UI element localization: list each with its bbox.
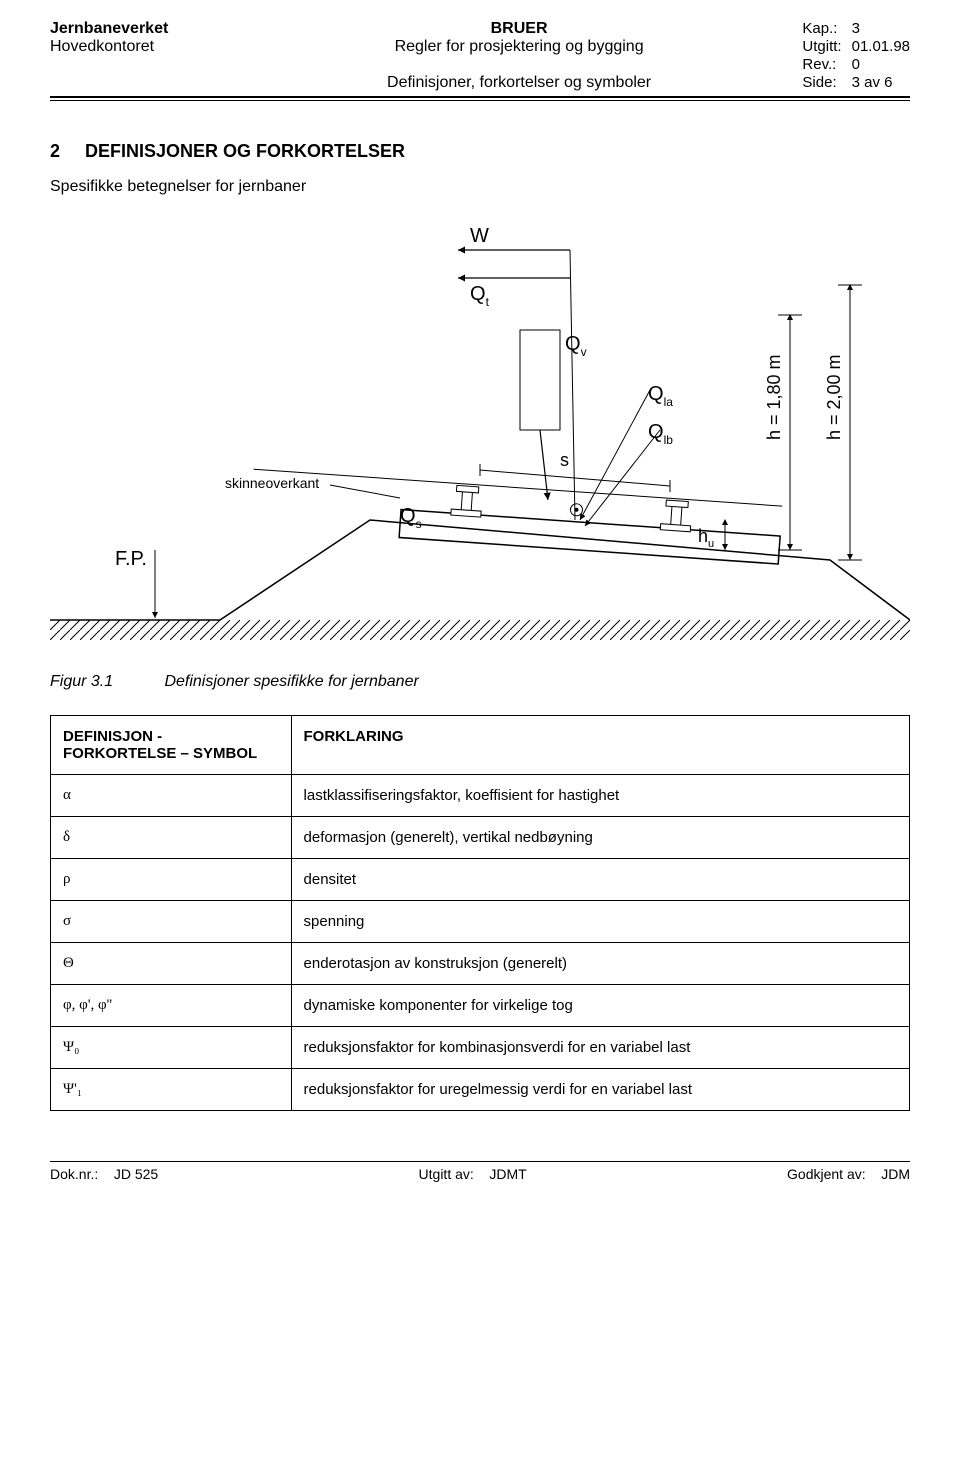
table-row: φ, φ', φ'' dynamiske komponenter for vir… [51, 985, 910, 1027]
label-h180: h = 1,80 m [764, 354, 784, 440]
symbol-cell: Ψ'₁ [51, 1069, 292, 1111]
label-qv: Qv [565, 333, 587, 359]
explain-cell: densitet [291, 859, 909, 901]
section-title: DEFINISJONER OG FORKORTELSER [85, 141, 405, 161]
symbol-cell: Ψ₀ [51, 1027, 292, 1069]
title-line1: BRUER [311, 20, 728, 38]
side-label: Side: [802, 74, 841, 92]
symbol-cell: ρ [51, 859, 292, 901]
godkjentav-value: JDM [881, 1166, 910, 1182]
table-row: Ψ₀ reduksjonsfaktor for kombinasjonsverd… [51, 1027, 910, 1069]
doknr-value: JD 525 [114, 1166, 158, 1182]
symbol-cell: α [51, 775, 292, 817]
figure-caption-text: Definisjoner spesifikke for jernbaner [164, 673, 418, 690]
label-s: s [560, 450, 569, 470]
label-fp: F.P. [115, 548, 147, 570]
explain-cell: enderotasjon av konstruksjon (generelt) [291, 943, 909, 985]
figure-caption-label: Figur 3.1 [50, 673, 160, 691]
label-qs: Qs [400, 505, 422, 531]
figure-caption: Figur 3.1 Definisjoner spesifikke for je… [50, 673, 910, 691]
symbol-cell: δ [51, 817, 292, 859]
page-footer: Dok.nr.: JD 525 Utgitt av: JDMT Godkjent… [50, 1162, 910, 1182]
label-skinneoverkant: skinneoverkant [225, 475, 319, 491]
diagram-svg: skinneoverkant F.P. W Qt Qv s Qla [50, 220, 910, 640]
page-header: Jernbaneverket Hovedkontoret BRUER Regle… [50, 20, 910, 92]
table-row: α lastklassifiseringsfaktor, koeffisient… [51, 775, 910, 817]
label-qlb: Qlb [648, 421, 673, 447]
symbol-cell: Θ [51, 943, 292, 985]
figure-diagram: skinneoverkant F.P. W Qt Qv s Qla [50, 220, 910, 645]
label-hu: hu [698, 526, 714, 550]
header-rule-thin [50, 100, 910, 101]
utgitt-label: Utgitt: [802, 38, 841, 56]
rev-label: Rev.: [802, 56, 841, 74]
title-line2: Regler for prosjektering og bygging [311, 38, 728, 56]
utgittav-label: Utgitt av: [419, 1166, 474, 1182]
table-row: ρ densitet [51, 859, 910, 901]
org-line1: Jernbaneverket [50, 20, 311, 38]
definition-table: DEFINISJON - FORKORTELSE – SYMBOL FORKLA… [50, 715, 910, 1111]
org-line2: Hovedkontoret [50, 38, 311, 56]
header-rule-thick [50, 96, 910, 98]
label-qla: Qla [648, 383, 673, 409]
explain-cell: reduksjonsfaktor for kombinasjonsverdi f… [291, 1027, 909, 1069]
explain-cell: spenning [291, 901, 909, 943]
explain-cell: lastklassifiseringsfaktor, koeffisient f… [291, 775, 909, 817]
side-value: 3 av 6 [852, 74, 910, 92]
doknr-label: Dok.nr.: [50, 1166, 98, 1182]
explain-cell: deformasjon (generelt), vertikal nedbøyn… [291, 817, 909, 859]
section-heading: 2 DEFINISJONER OG FORKORTELSER [50, 141, 910, 162]
symbol-cell: φ, φ', φ'' [51, 985, 292, 1027]
explain-cell: dynamiske komponenter for virkelige tog [291, 985, 909, 1027]
label-qt: Qt [470, 283, 490, 309]
symbol-cell: σ [51, 901, 292, 943]
label-h200: h = 2,00 m [824, 354, 844, 440]
title-line3: Definisjoner, forkortelser og symboler [311, 74, 728, 92]
table-header-right: FORKLARING [291, 716, 909, 775]
table-row: σ spenning [51, 901, 910, 943]
explain-cell: reduksjonsfaktor for uregelmessig verdi … [291, 1069, 909, 1111]
section-intro: Spesifikke betegnelser for jernbaner [50, 178, 910, 196]
rev-value: 0 [852, 56, 910, 74]
label-w: W [470, 225, 489, 247]
godkjentav-label: Godkjent av: [787, 1166, 866, 1182]
utgittav-value: JDMT [489, 1166, 526, 1182]
table-row: δ deformasjon (generelt), vertikal nedbø… [51, 817, 910, 859]
table-row: Θ enderotasjon av konstruksjon (generelt… [51, 943, 910, 985]
header-meta: Kap.: 3 Utgitt: 01.01.98 Rev.: 0 Side: 3… [728, 20, 910, 92]
section-number: 2 [50, 141, 80, 162]
kap-label: Kap.: [802, 20, 841, 38]
table-header-left: DEFINISJON - FORKORTELSE – SYMBOL [51, 716, 292, 775]
utgitt-value: 01.01.98 [852, 38, 910, 56]
kap-value: 3 [852, 20, 910, 38]
table-row: Ψ'₁ reduksjonsfaktor for uregelmessig ve… [51, 1069, 910, 1111]
